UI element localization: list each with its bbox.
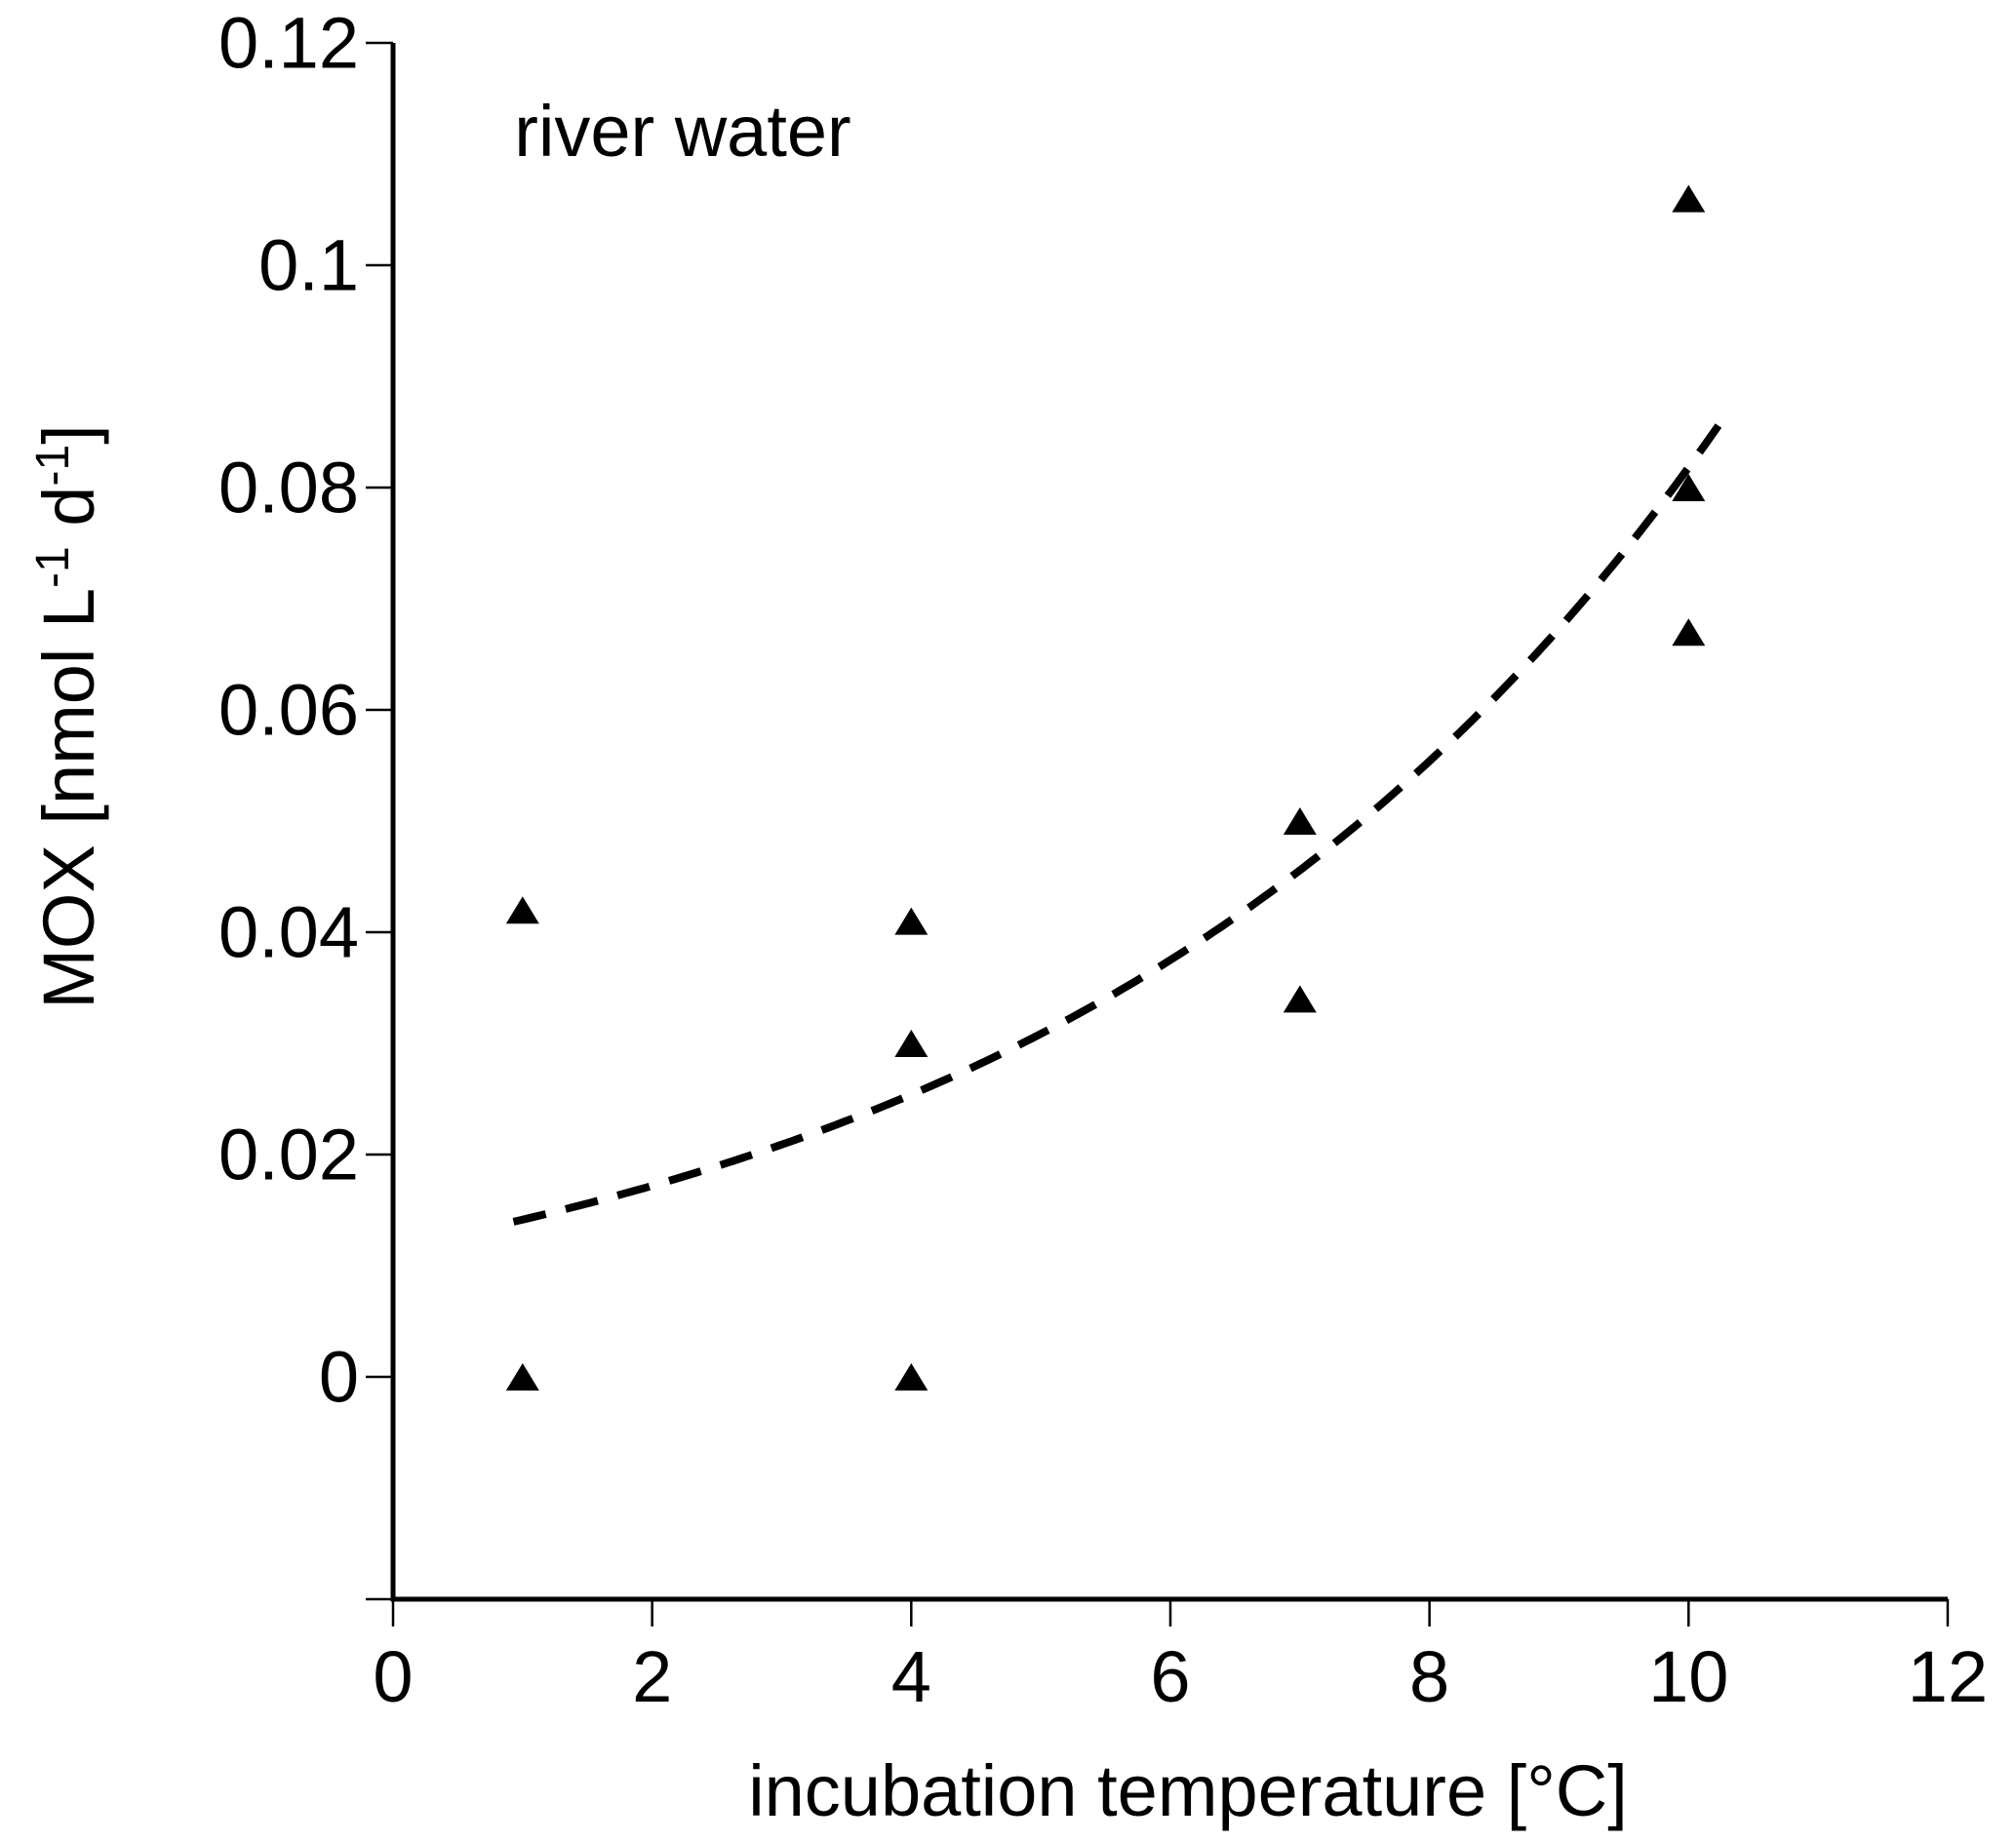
y-tick-label: 0.08 xyxy=(218,448,359,529)
x-tick-label: 6 xyxy=(1150,1636,1190,1717)
triangle-marker xyxy=(505,896,539,924)
triangle-marker xyxy=(894,1030,929,1057)
triangle-marker xyxy=(1672,618,1706,647)
triangle-marker xyxy=(894,1363,929,1391)
y-tick-label: 0 xyxy=(319,1337,359,1418)
x-tick-label: 8 xyxy=(1409,1636,1449,1717)
tick-labels: 0 0.02 0.04 0.06 0.08 0.1 0.12 0 2 4 6 8 10 12 xyxy=(218,3,1988,1718)
chart-annotation: river water xyxy=(514,91,850,172)
triangle-marker xyxy=(894,907,929,935)
triangle-marker xyxy=(1672,184,1706,213)
y-axis-title: MOX [nmol L-1 d-1] xyxy=(27,424,109,1008)
y-tick-label: 0.04 xyxy=(218,892,359,973)
triangle-marker xyxy=(1672,474,1706,501)
x-tick-label: 10 xyxy=(1648,1636,1728,1717)
y-tick-label: 0.02 xyxy=(218,1115,359,1195)
x-tick-label: 12 xyxy=(1908,1636,1988,1717)
trend-curve xyxy=(512,423,1722,1226)
triangle-marker xyxy=(1283,807,1317,835)
triangle-marker xyxy=(1283,985,1317,1013)
x-axis-title: incubation temperature [°C] xyxy=(748,1750,1628,1831)
x-tick-label: 2 xyxy=(632,1636,672,1717)
y-tick-label: 0.06 xyxy=(218,670,359,751)
data-points xyxy=(505,184,1706,1391)
y-tick-label: 0.12 xyxy=(218,3,359,84)
axes xyxy=(390,43,1948,1602)
axis-ticks xyxy=(366,41,1950,1626)
triangle-marker xyxy=(505,1363,539,1391)
x-tick-label: 0 xyxy=(373,1636,413,1717)
y-tick-label: 0.1 xyxy=(258,225,359,306)
x-tick-label: 4 xyxy=(891,1636,931,1717)
